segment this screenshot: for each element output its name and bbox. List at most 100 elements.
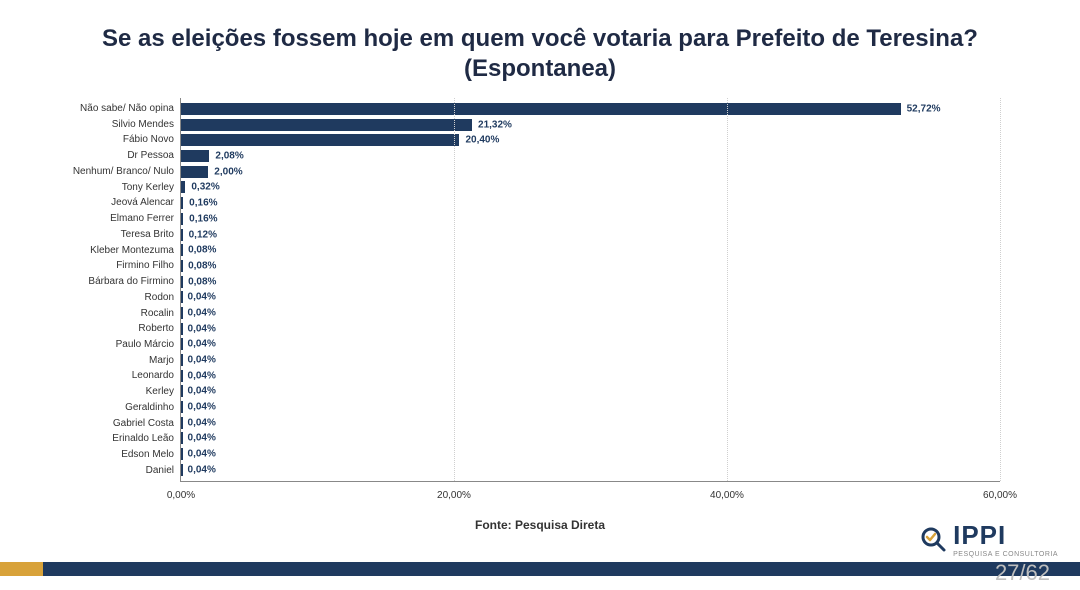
bar-row: 0,04% bbox=[181, 416, 1000, 430]
bar-row: 0,04% bbox=[181, 400, 1000, 414]
bar-value-label: 2,00% bbox=[214, 166, 242, 177]
bar bbox=[181, 197, 183, 209]
y-axis-label: Rodon bbox=[40, 291, 174, 305]
bar bbox=[181, 448, 183, 460]
grid-line bbox=[454, 98, 455, 481]
brand-name: IPPI bbox=[953, 520, 1058, 551]
slide-page: Se as eleições fossem hoje em quem você … bbox=[0, 0, 1080, 590]
y-axis-label: Marjo bbox=[40, 354, 174, 368]
bar-value-label: 21,32% bbox=[478, 119, 512, 130]
bar bbox=[181, 401, 183, 413]
y-axis-label: Firmino Filho bbox=[40, 259, 174, 273]
bar-row: 0,04% bbox=[181, 463, 1000, 477]
bar-value-label: 0,04% bbox=[188, 355, 216, 366]
x-tick-label: 60,00% bbox=[983, 490, 1017, 501]
bar-chart: Não sabe/ Não opina Silvio MendesFábio No… bbox=[40, 98, 1040, 508]
y-axis-label: Erinaldo Leão bbox=[40, 432, 174, 446]
footer-stripe bbox=[0, 562, 1080, 576]
x-tick-label: 20,00% bbox=[437, 490, 471, 501]
y-axis-label: Silvio Mendes bbox=[40, 118, 174, 132]
bar-value-label: 0,08% bbox=[188, 245, 216, 256]
bar-row: 52,72% bbox=[181, 102, 1000, 116]
y-axis-label: Teresa Brito bbox=[40, 228, 174, 242]
bar-row: 0,04% bbox=[181, 290, 1000, 304]
y-axis-label: Paulo Márcio bbox=[40, 338, 174, 352]
y-axis-label: Edson Melo bbox=[40, 448, 174, 462]
bar-value-label: 0,04% bbox=[188, 402, 216, 413]
bar-value-label: 2,08% bbox=[215, 151, 243, 162]
bar-row: 0,12% bbox=[181, 228, 1000, 242]
y-axis-label: Fábio Novo bbox=[40, 133, 174, 147]
bar-value-label: 0,16% bbox=[189, 198, 217, 209]
bar-value-label: 0,08% bbox=[188, 276, 216, 287]
bar-row: 21,32% bbox=[181, 118, 1000, 132]
y-axis-label: Kleber Montezuma bbox=[40, 244, 174, 258]
y-axis-label: Roberto bbox=[40, 322, 174, 336]
bar-value-label: 0,04% bbox=[188, 449, 216, 460]
brand-logo: IPPI PESQUISA E CONSULTORIA bbox=[919, 520, 1058, 558]
bar-value-label: 0,04% bbox=[188, 307, 216, 318]
brand-subtitle: PESQUISA E CONSULTORIA bbox=[953, 551, 1058, 558]
bar-row: 0,08% bbox=[181, 259, 1000, 273]
grid-line bbox=[727, 98, 728, 481]
bar bbox=[181, 291, 183, 303]
bar bbox=[181, 213, 183, 225]
bar-value-label: 0,16% bbox=[189, 213, 217, 224]
bar bbox=[181, 432, 183, 444]
bar-value-label: 0,04% bbox=[188, 417, 216, 428]
magnifier-check-icon bbox=[919, 525, 947, 553]
bar bbox=[181, 150, 209, 162]
bar-value-label: 0,12% bbox=[189, 229, 217, 240]
bar-value-label: 0,08% bbox=[188, 260, 216, 271]
bar-row: 0,04% bbox=[181, 322, 1000, 336]
bar-value-label: 0,04% bbox=[188, 464, 216, 475]
bar bbox=[181, 354, 183, 366]
bar-row: 0,08% bbox=[181, 243, 1000, 257]
bar bbox=[181, 417, 183, 429]
source-label: Fonte: Pesquisa Direta bbox=[40, 518, 1040, 532]
bar-value-label: 0,04% bbox=[188, 323, 216, 334]
bar bbox=[181, 370, 183, 382]
x-tick-label: 0,00% bbox=[167, 490, 195, 501]
y-axis-label: Bárbara do Firmino bbox=[40, 275, 174, 289]
bar-value-label: 0,04% bbox=[188, 386, 216, 397]
bar bbox=[181, 276, 183, 288]
bar-row: 20,40% bbox=[181, 133, 1000, 147]
bar-row: 2,00% bbox=[181, 165, 1000, 179]
bar-row: 0,32% bbox=[181, 180, 1000, 194]
bar bbox=[181, 229, 183, 241]
bar-row: 0,08% bbox=[181, 275, 1000, 289]
y-axis-label: Rocalin bbox=[40, 307, 174, 321]
bar bbox=[181, 385, 183, 397]
bar-row: 0,16% bbox=[181, 212, 1000, 226]
y-axis-label: Daniel bbox=[40, 464, 174, 478]
bar-value-label: 0,04% bbox=[188, 433, 216, 444]
grid-line bbox=[1000, 98, 1001, 481]
bar-row: 0,04% bbox=[181, 384, 1000, 398]
y-axis-label: Nenhum/ Branco/ Nulo bbox=[40, 165, 174, 179]
y-axis-label: Geraldinho bbox=[40, 401, 174, 415]
y-axis-label: Leonardo bbox=[40, 369, 174, 383]
stripe-main bbox=[43, 562, 1080, 576]
stripe-accent bbox=[0, 562, 43, 576]
bar bbox=[181, 338, 183, 350]
y-axis-label: Não sabe/ Não opina bbox=[40, 102, 174, 116]
bar bbox=[181, 181, 185, 193]
bar-row: 0,04% bbox=[181, 447, 1000, 461]
bar bbox=[181, 323, 183, 335]
bar bbox=[181, 166, 208, 178]
y-axis-label: Jeová Alencar bbox=[40, 196, 174, 210]
bar bbox=[181, 103, 901, 115]
bar bbox=[181, 464, 183, 476]
bar-value-label: 0,04% bbox=[188, 292, 216, 303]
y-axis-label: Tony Kerley bbox=[40, 181, 174, 195]
y-axis-labels: Não sabe/ Não opina Silvio MendesFábio No… bbox=[40, 102, 174, 478]
bar bbox=[181, 134, 459, 146]
bar-value-label: 52,72% bbox=[907, 104, 941, 115]
y-axis-label: Kerley bbox=[40, 385, 174, 399]
y-axis-label: Elmano Ferrer bbox=[40, 212, 174, 226]
bar-row: 0,04% bbox=[181, 369, 1000, 383]
bar-value-label: 0,32% bbox=[191, 182, 219, 193]
bar-row: 0,04% bbox=[181, 431, 1000, 445]
x-tick-label: 40,00% bbox=[710, 490, 744, 501]
